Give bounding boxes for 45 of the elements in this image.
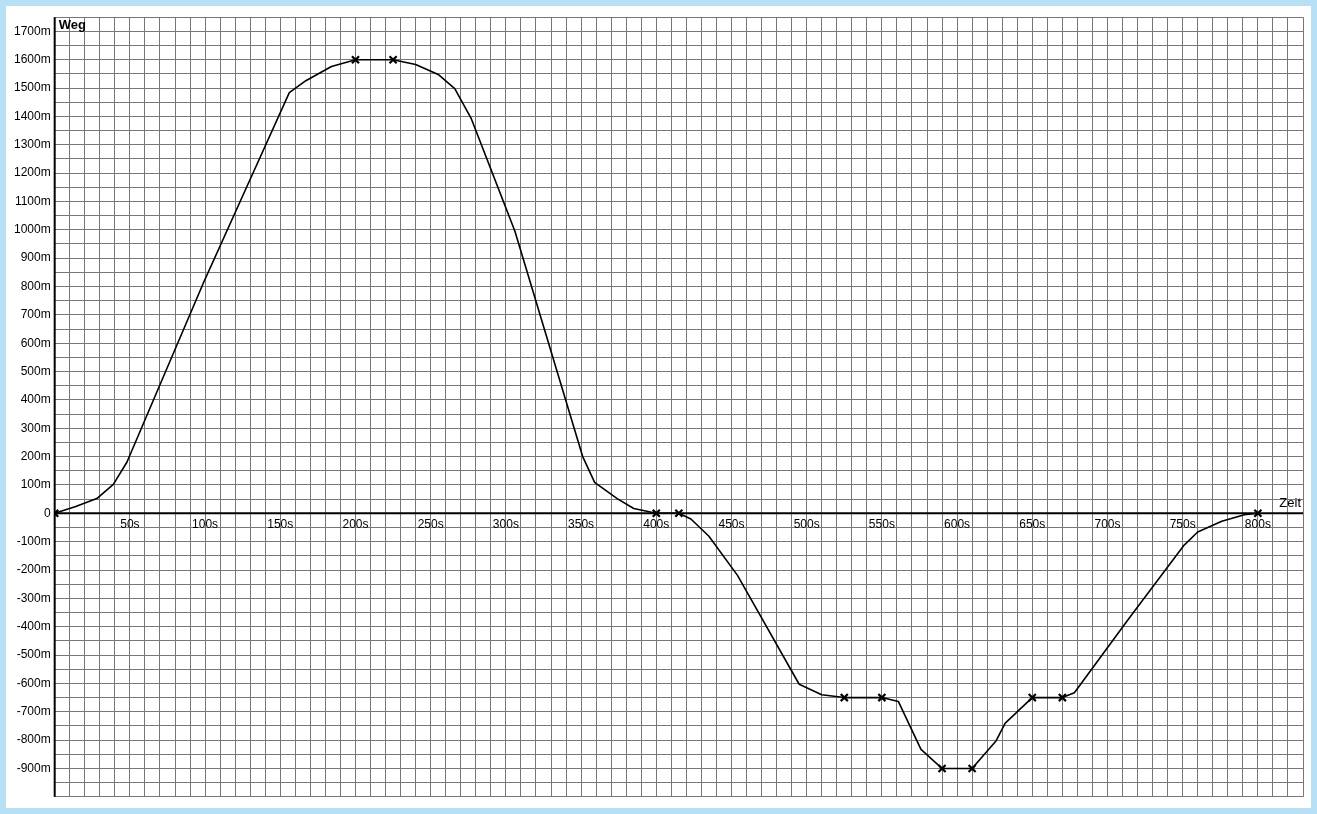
y-tick-label: 200m (20, 448, 51, 463)
x-tick-label: 250s (417, 516, 444, 531)
x-tick-label: 150s (267, 516, 294, 531)
x-tick-label: 400s (643, 516, 670, 531)
x-tick-label: 800s (1244, 516, 1271, 531)
x-tick-label: 50s (120, 516, 140, 531)
y-tick-label: -100m (16, 533, 51, 548)
x-tick-label: 350s (568, 516, 595, 531)
x-tick-label: 450s (718, 516, 745, 531)
y-tick-label: 1500m (13, 80, 51, 95)
y-tick-label: 1200m (13, 165, 51, 180)
y-tick-label: -200m (16, 562, 51, 577)
y-tick-label: 500m (20, 363, 51, 378)
y-tick-label: -400m (16, 619, 51, 634)
y-tick-label: 300m (20, 420, 51, 435)
y-tick-label: -800m (16, 732, 51, 747)
y-tick-label: 400m (20, 392, 51, 407)
y-tick-label: 1100m (14, 193, 51, 208)
x-tick-label: 300s (492, 516, 519, 531)
x-tick-label: 100s (192, 516, 219, 531)
x-tick-label: 600s (944, 516, 971, 531)
y-tick-label: -700m (16, 704, 51, 719)
y-tick-label: 1600m (13, 52, 51, 67)
y-tick-label: -900m (16, 760, 51, 775)
x-tick-label: 500s (793, 516, 820, 531)
x-tick-label: 650s (1019, 516, 1046, 531)
y-tick-label: 1700m (13, 23, 51, 38)
x-tick-label: 750s (1169, 516, 1196, 531)
y-tick-label: 1400m (13, 108, 51, 123)
y-tick-label: 700m (20, 307, 51, 322)
y-axis-title: Weg (58, 17, 86, 33)
y-tick-label: -300m (16, 590, 51, 605)
y-tick-label: 100m (20, 477, 51, 492)
x-tick-label: 200s (342, 516, 369, 531)
y-tick-label: -600m (16, 675, 51, 690)
y-tick-label: 1300m (13, 137, 51, 152)
x-tick-label: 550s (868, 516, 895, 531)
y-tick-label: 1000m (13, 222, 51, 237)
x-tick-label: 700s (1094, 516, 1121, 531)
y-tick-label: 0 (44, 505, 51, 520)
y-tick-label: 600m (20, 335, 51, 350)
y-tick-label: 800m (20, 278, 51, 293)
y-tick-label: -500m (16, 647, 51, 662)
y-tick-label: 900m (20, 250, 51, 265)
x-axis-title: Zeit (1279, 495, 1302, 511)
